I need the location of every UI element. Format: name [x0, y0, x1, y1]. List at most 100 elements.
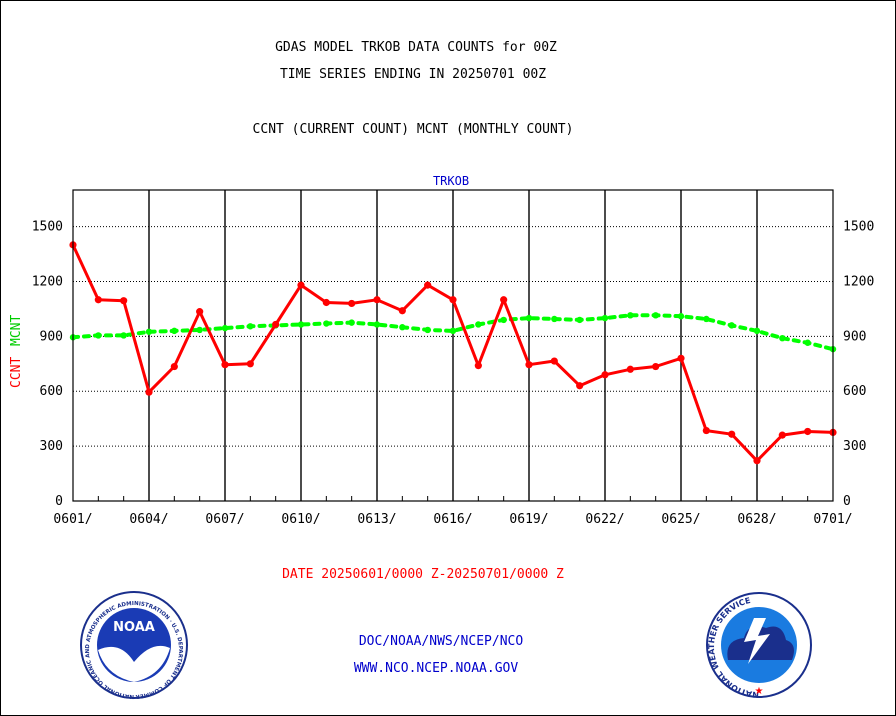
x-tick-label: 0616/ [433, 512, 472, 527]
series-ccnt-point [170, 362, 178, 371]
noaa-logo-text: NOAA [113, 620, 155, 635]
y-tick-right-label: 900 [843, 329, 866, 344]
series-ccnt-point [500, 296, 508, 304]
series-mcnt-point [627, 312, 634, 319]
y-tick-left-label: 300 [40, 439, 63, 454]
series-ccnt-point [348, 299, 356, 308]
grid [73, 190, 833, 501]
series-mcnt [69, 312, 837, 353]
series-ccnt-point [804, 427, 812, 436]
y-tick-right-label: 300 [843, 439, 866, 454]
y-tick-left-label: 600 [40, 384, 63, 399]
series-mcnt-point [551, 315, 558, 323]
series-ccnt-point [398, 307, 406, 315]
series-ccnt-point [576, 382, 584, 390]
series-mcnt-point [753, 327, 761, 335]
series-mcnt-point [145, 328, 153, 335]
series-ccnt-point [221, 361, 229, 369]
series-mcnt-point [196, 326, 203, 334]
series-ccnt-point [652, 362, 660, 371]
series-ccnt-point [94, 296, 102, 304]
nws-logo: NATIONAL WEATHER SERVICE ★ [706, 592, 812, 699]
y-tick-right-label: 1200 [843, 274, 874, 289]
chart-title-line1: GDAS MODEL TRKOB DATA COUNTS for 00Z [275, 40, 557, 55]
series-mcnt-point [120, 332, 127, 339]
series-mcnt-point [95, 332, 102, 339]
series-ccnt-point [525, 361, 533, 369]
chart-subtitle: CCNT (CURRENT COUNT) MCNT (MONTHLY COUNT… [253, 122, 574, 137]
series-ccnt-point [550, 357, 558, 365]
series-ccnt-point [449, 296, 457, 304]
x-tick-label: 0622/ [585, 512, 624, 527]
series-ccnt-point [246, 360, 254, 368]
series-mcnt-point [399, 324, 406, 331]
series-mcnt-point [373, 321, 381, 328]
series-mcnt-point [297, 321, 305, 328]
series-mcnt-point [247, 323, 254, 330]
y-tick-left-label: 0 [55, 494, 63, 509]
y-tick-right-label: 0 [843, 494, 851, 509]
series-ccnt-point [601, 371, 609, 379]
series-ccnt-point [702, 426, 710, 435]
series-mcnt-point [779, 334, 786, 342]
y-tick-left-label: 900 [40, 329, 63, 344]
y-axis-label-mcnt: MCNT [9, 315, 24, 346]
x-ticks: 0601/0604/0607/0610/0613/0616/0619/0622/… [53, 496, 853, 527]
x-tick-label: 0625/ [661, 512, 700, 527]
y-ticks-left: 0 300 600 900 1200 1500 [32, 220, 63, 509]
nws-star-icon: ★ [755, 686, 764, 697]
x-axis-label: DATE 20250601/0000 Z-20250701/0000 Z [282, 567, 564, 582]
x-tick-label: 0619/ [509, 512, 548, 527]
series-mcnt-point [171, 327, 178, 335]
noaa-logo: NATIONAL OCEANIC AND ATMOSPHERIC ADMINIS… [0, 0, 188, 699]
series-mcnt-point [728, 322, 735, 329]
series-mcnt-point [576, 316, 583, 324]
series-mcnt-point [348, 319, 355, 326]
y-ticks-right: 0 300 600 900 1200 1500 [843, 220, 874, 509]
series-mcnt-point [601, 314, 609, 322]
y-tick-right-label: 600 [843, 384, 866, 399]
series-mcnt-point [323, 320, 330, 327]
x-tick-label: 0701/ [813, 512, 852, 527]
series-ccnt-point [626, 365, 634, 373]
x-tick-label: 0613/ [357, 512, 396, 527]
plot-border [72, 189, 834, 502]
footer-website: WWW.NCO.NCEP.NOAA.GOV [354, 661, 519, 676]
series-mcnt-point [221, 324, 229, 332]
x-tick-label: 0601/ [53, 512, 92, 527]
series-mcnt-point [703, 315, 710, 323]
series-ccnt-point [272, 320, 280, 329]
series-ccnt-point [120, 297, 128, 305]
series-ccnt-point [145, 388, 153, 396]
series-ccnt [69, 241, 837, 465]
series-ccnt-point [677, 354, 685, 362]
y-tick-left-label: 1200 [32, 274, 63, 289]
series-mcnt-point [525, 314, 533, 322]
series-mcnt-point [449, 327, 457, 335]
series-ccnt-point [196, 308, 204, 316]
y-tick-right-label: 1500 [843, 220, 874, 235]
x-tick-label: 0604/ [129, 512, 168, 527]
y-axis-label-ccnt: CCNT [9, 357, 24, 388]
series-ccnt-point [753, 457, 761, 465]
series-mcnt-point [475, 321, 482, 328]
x-tick-label: 0628/ [737, 512, 776, 527]
series-ccnt-point [778, 431, 786, 439]
plot-title: TRKOB [433, 174, 469, 188]
chart-title-line2: TIME SERIES ENDING IN 20250701 00Z [280, 67, 546, 82]
series-ccnt-point [373, 296, 381, 304]
series-ccnt-point [474, 362, 482, 370]
series-mcnt-point [652, 312, 659, 319]
y-tick-left-label: 1500 [32, 220, 63, 235]
footer-agency: DOC/NOAA/NWS/NCEP/NCO [359, 634, 524, 649]
series-mcnt-point [500, 316, 507, 324]
x-tick-label: 0607/ [205, 512, 244, 527]
series-ccnt-point [322, 298, 330, 307]
series-mcnt-point [424, 326, 431, 334]
series-mcnt-point [804, 339, 811, 346]
series-ccnt-point [297, 281, 305, 289]
series-ccnt-point [728, 430, 736, 438]
series-mcnt-point [677, 313, 685, 320]
noaa-ring-text: NATIONAL OCEANIC AND ATMOSPHERIC ADMINIS… [0, 0, 183, 699]
